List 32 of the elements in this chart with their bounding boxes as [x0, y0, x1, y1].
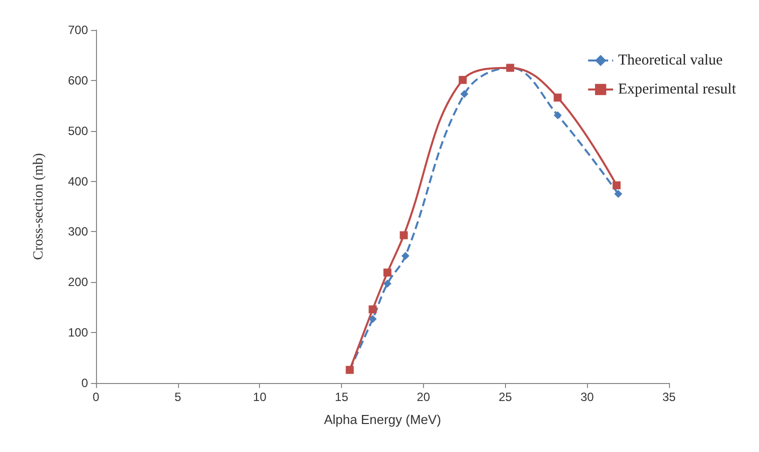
point	[400, 231, 408, 240]
y-axis-title: Cross-section (mb)	[32, 152, 46, 260]
y-tick-label: 300	[68, 224, 88, 239]
x-tick-label: 30	[580, 390, 594, 404]
x-tick-label: 10	[253, 390, 267, 404]
y-tick-label: 400	[68, 174, 88, 188]
y-tick-label: 700	[68, 23, 88, 37]
y-tick-label: 200	[68, 275, 88, 290]
x-tick-label: 0	[92, 390, 100, 404]
point	[458, 76, 467, 84]
y-tick-label: 500	[68, 124, 88, 138]
point	[401, 252, 410, 260]
point	[383, 280, 392, 288]
point	[612, 181, 621, 190]
x-tick-label: 20	[416, 390, 430, 404]
legend-label: Theoretical value	[618, 52, 723, 68]
x-tick-label: 15	[334, 390, 349, 404]
point	[554, 94, 562, 102]
point	[614, 190, 622, 198]
y-tick-label: 100	[68, 326, 88, 340]
point	[368, 305, 377, 314]
x-tick-label: 25	[498, 390, 512, 404]
point	[460, 90, 468, 98]
x-axis-title: Alpha Energy (MeV)	[324, 412, 442, 427]
point	[368, 314, 377, 323]
x-tick-label: 5	[174, 390, 182, 404]
point	[554, 111, 562, 120]
y-tick-label: 600	[68, 73, 88, 88]
y-tick-label: 0	[81, 376, 88, 390]
legend-label: Experimental result	[618, 82, 737, 98]
x-tick-label: 35	[662, 390, 676, 404]
point	[383, 268, 392, 277]
